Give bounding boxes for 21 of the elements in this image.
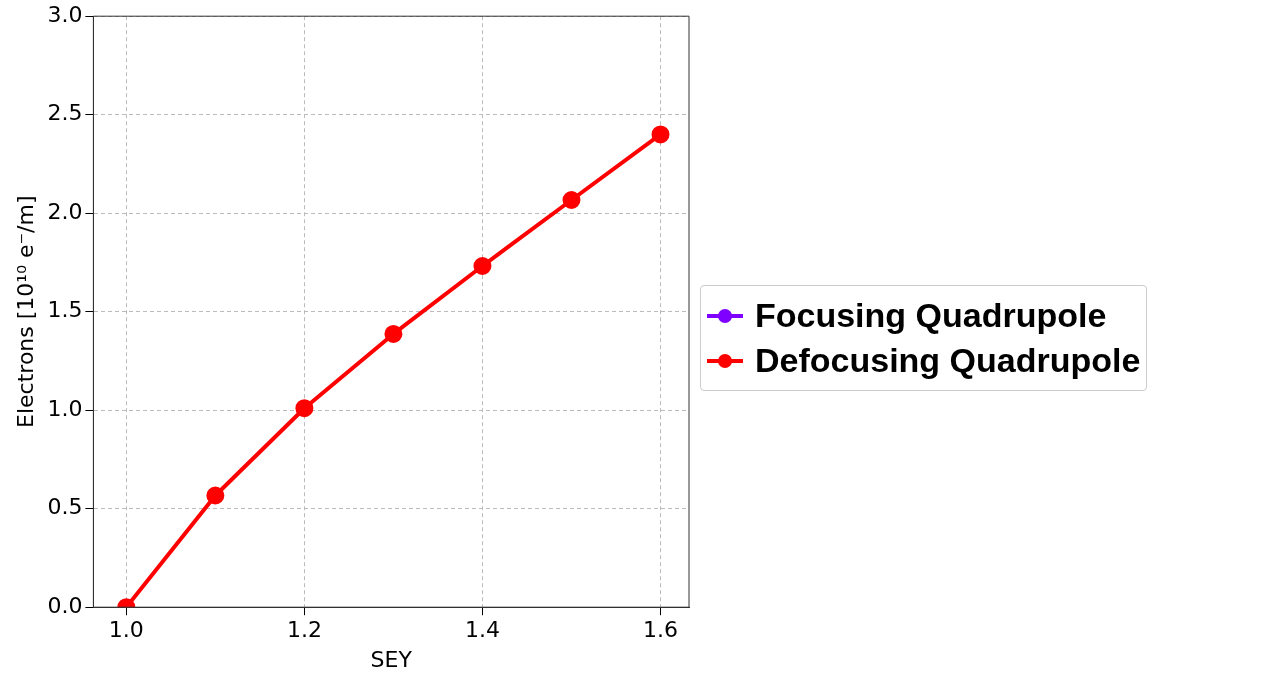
- point: [384, 324, 403, 343]
- x-tick-label: 1.6: [643, 617, 679, 643]
- point: [295, 399, 314, 418]
- x-tick-label: 1.4: [464, 617, 500, 643]
- legend-label: Focusing Quadrupole: [755, 296, 1107, 335]
- point: [651, 125, 670, 144]
- y-tick-label: 3.0: [47, 1, 83, 27]
- x-axis-title: SEY: [370, 646, 413, 672]
- x-tick-label: 1.0: [108, 617, 144, 643]
- point: [562, 191, 581, 209]
- point: [473, 257, 492, 275]
- legend-label: Defocusing Quadrupole: [755, 341, 1141, 380]
- x-tick-label: 1.2: [286, 617, 322, 643]
- y-tick-label: 1.5: [47, 297, 83, 323]
- y-axis-title: Electrons [10¹⁰ e⁻/m]: [12, 195, 38, 428]
- y-tick-label: 2.5: [47, 100, 83, 126]
- y-tick-label: 0.5: [47, 494, 83, 520]
- y-tick-label: 0.0: [47, 592, 83, 618]
- y-tick-label: 1.0: [47, 395, 83, 421]
- y-tick-label: 2.0: [47, 198, 83, 224]
- point: [206, 486, 225, 505]
